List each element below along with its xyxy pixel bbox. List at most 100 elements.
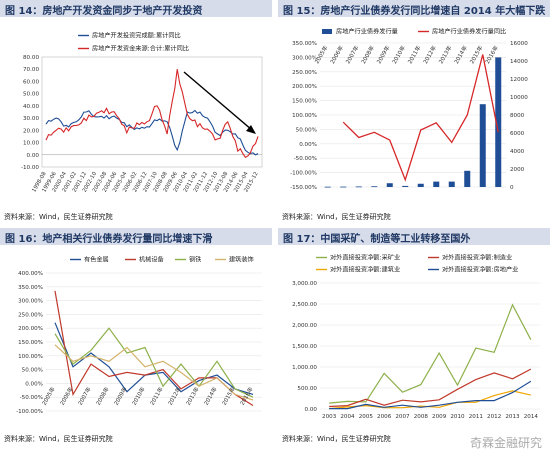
y-tick-label: 500.00	[297, 386, 317, 392]
x-tick-label: 2014年	[452, 44, 469, 66]
x-tick-label: 2009年	[375, 44, 392, 66]
y-tick-label: 50.00	[23, 92, 39, 98]
y-tick-label: 0.00%	[25, 381, 43, 387]
y-tick-label: 150.00%	[18, 340, 43, 346]
x-tick-label: 2008年	[94, 385, 111, 407]
legend-swatch	[322, 29, 332, 34]
series-line	[342, 54, 499, 182]
y-tick-label: 10.00	[23, 141, 39, 147]
y-tick-label: 100.00%	[18, 354, 43, 360]
y-tick-label: 350.00%	[292, 41, 317, 47]
legend-label: 钢铁	[189, 256, 201, 264]
x-tick-label: 2005	[359, 414, 374, 420]
chart-header: 图 14：房地产开发资金同步于地产开发投资	[0, 0, 272, 17]
x-tick-label: 2012年	[166, 385, 183, 407]
x-tick-label: 2009	[432, 414, 447, 420]
y-tick-label: 300.00%	[18, 299, 43, 305]
y-tick-label: 350.00%	[18, 285, 43, 291]
x-tick-label: 2012年	[421, 44, 438, 66]
y-tick-label: 0.00%	[299, 142, 317, 148]
series-line	[329, 303, 532, 404]
legend-label: 建筑装饰	[229, 256, 254, 264]
bar	[464, 170, 471, 187]
legend-label: 对外直接投资净额:建筑业	[330, 266, 400, 274]
x-tick-label: 2004	[340, 414, 355, 420]
y-tick-label: -50.00%	[20, 395, 43, 401]
y-tick-label: 70.00	[23, 67, 39, 73]
y-tick-label: 60.00	[23, 79, 39, 85]
x-tick-label: 2010年	[130, 385, 147, 407]
y-tick-label: 250.00%	[18, 312, 43, 318]
chart-svg: 400.00% 350.00% 300.00% 250.00% 200.00% 150.0…	[16, 256, 262, 415]
bar	[324, 186, 331, 188]
y-tick-label: 2,000.00	[292, 323, 317, 329]
legend-label: 对外直接投资净额:房地产业	[442, 266, 518, 274]
chart-header: 图 16：地产相关行业债券发行量同比增速下滑	[0, 228, 272, 245]
y-tick-label: 300.00%	[292, 55, 317, 61]
y-tick-label: 12000	[510, 77, 528, 83]
y-tick-label: 0.00	[305, 407, 318, 413]
chart-title: 图 15：房地产行业债券发行同比增速自 2014 年大幅下跌	[283, 6, 546, 17]
x-tick-label: 2006年	[328, 44, 345, 66]
legend-label: 房地产开发投资完成额:累计同比	[92, 32, 181, 40]
plot-frame	[41, 56, 263, 168]
y-tick-label: 150.00%	[292, 99, 317, 105]
x-tick-label: 2006	[377, 414, 392, 420]
y-tick-label: 10000	[510, 95, 528, 101]
y-tick-label: 1,000.00	[292, 365, 317, 371]
x-tick-label: 2011	[469, 414, 484, 420]
y-tick-label: 100.00%	[292, 113, 317, 119]
y-tick-label: 1,500.00	[292, 344, 317, 350]
source-note: 资料来源：Wind，民生证券研究院	[282, 213, 391, 221]
series-line	[45, 69, 259, 159]
chart-panel-14: 图 14：房地产开发资金同步于地产开发投资 80.00 70.00 60.00 50.…	[0, 0, 272, 226]
bar	[479, 104, 486, 187]
series-line	[54, 344, 254, 401]
bar	[371, 186, 378, 188]
series-line	[54, 290, 254, 407]
y-tick-label: -150.00%	[290, 185, 317, 191]
legend-label: 对外直接投资净额:制造业	[442, 254, 512, 262]
y-tick-label: 50.00%	[296, 127, 317, 133]
x-tick-label: 2007	[395, 414, 410, 420]
y-tick-label: 40.00	[23, 104, 39, 110]
chart-panel-17: 图 17：中国采矿、制造等工业转移至国外 3,000.00 2,500.00 2,0…	[278, 228, 550, 457]
legend-label: 房地产开发资金来源:合计:累计同比	[92, 45, 189, 53]
annotation-arrow	[183, 71, 253, 131]
y-tick-label: 14000	[510, 59, 528, 65]
y-tick-label: 4000	[510, 149, 525, 155]
series-line	[329, 380, 532, 410]
source-note: 资料来源：Wind，民生证券研究院	[282, 435, 391, 443]
x-tick-label: 2006年	[58, 385, 75, 407]
bar	[386, 183, 393, 187]
x-tick-label: 2007年	[76, 385, 93, 407]
x-tick-label: 2003	[322, 414, 337, 420]
x-tick-label: 2008年	[359, 44, 376, 66]
x-tick-label: 2014年	[202, 385, 219, 407]
y-tick-label: 200.00%	[18, 326, 43, 332]
chart-svg: 80.00 70.00 60.00 50.00 40.00 30.00 20.00 10.00…	[21, 32, 263, 194]
legend-label: 房地产行业债券发行量	[336, 28, 398, 36]
series-line	[54, 327, 254, 398]
watermark: 奇霖金融研究	[469, 436, 542, 450]
series-line	[45, 109, 259, 156]
chart-title: 图 17：中国采矿、制造等工业转移至国外	[283, 234, 471, 245]
x-tick-label: 2014	[524, 414, 539, 420]
x-tick-label: 2010	[450, 414, 465, 420]
source-note: 资料来源：Wind，民生证券研究院	[4, 435, 113, 443]
x-tick-label: 2013年	[437, 44, 454, 66]
y-tick-label: -100.00%	[290, 171, 317, 177]
y-tick-label: 3,000.00	[292, 281, 317, 287]
bar	[340, 186, 347, 188]
x-tick-label: 2008	[414, 414, 429, 420]
x-tick-label: 2012	[487, 414, 501, 420]
y-tick-label: 0.00	[27, 153, 40, 159]
legend-label: 对外直接投资净额:采矿业	[330, 254, 400, 262]
legend-label: 房地产行业债券发行量同比	[432, 28, 506, 36]
y-tick-label: 2000	[510, 167, 525, 173]
chart-title: 图 14：房地产开发资金同步于地产开发投资	[5, 6, 203, 17]
y-tick-label: 30.00	[23, 116, 39, 122]
bar	[402, 185, 409, 187]
annotation-arrowhead	[246, 125, 256, 134]
chart-title: 图 16：地产相关行业债券发行量同比增速下滑	[5, 234, 213, 245]
